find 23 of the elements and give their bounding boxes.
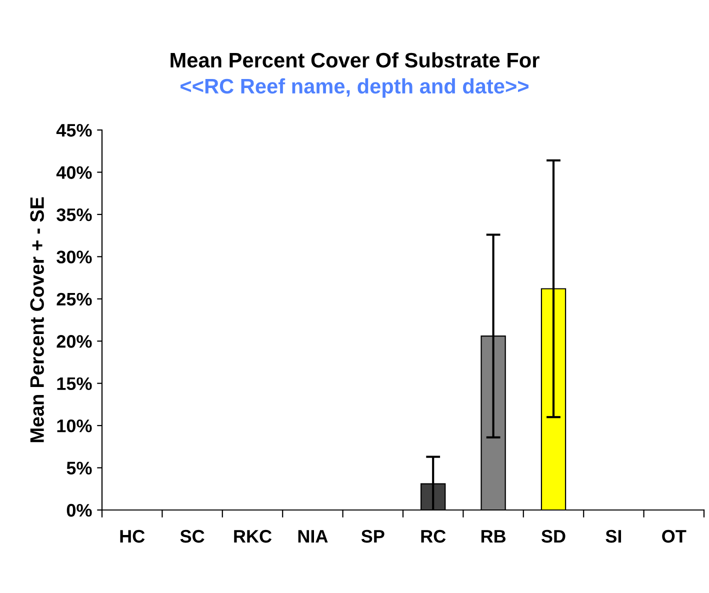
x-tick-label: SP xyxy=(361,530,384,543)
x-tick-label: OT xyxy=(662,530,686,543)
y-axis-title: Mean Percent Cover + - SE xyxy=(30,197,44,442)
chart-title: Mean Percent Cover Of Substrate For xyxy=(170,52,540,68)
y-tick-label: 20% xyxy=(56,335,92,348)
x-tick-label: SC xyxy=(180,530,204,543)
y-tick-label: 25% xyxy=(56,292,92,306)
y-tick-label: 5% xyxy=(66,462,92,474)
y-tick-label: 35% xyxy=(56,208,92,222)
x-tick-label: NIA xyxy=(298,530,328,543)
x-tick-label: RB xyxy=(481,530,506,543)
x-tick-label: SD xyxy=(541,530,566,543)
x-tick-label: RKC xyxy=(234,530,272,543)
y-tick-label: 15% xyxy=(57,377,92,390)
x-tick-label: SI xyxy=(606,530,622,543)
x-tick-label: RC xyxy=(421,530,446,543)
y-tick-label: 30% xyxy=(56,250,92,264)
y-tick-label: 45% xyxy=(56,124,92,137)
y-tick-label: 10% xyxy=(57,419,92,432)
chart-subtitle: <<RC Reef name, depth and date>> xyxy=(180,78,528,98)
y-tick-label: 40% xyxy=(56,166,92,179)
x-tick-label: HC xyxy=(120,530,145,543)
y-tick-label: 0% xyxy=(66,504,92,517)
